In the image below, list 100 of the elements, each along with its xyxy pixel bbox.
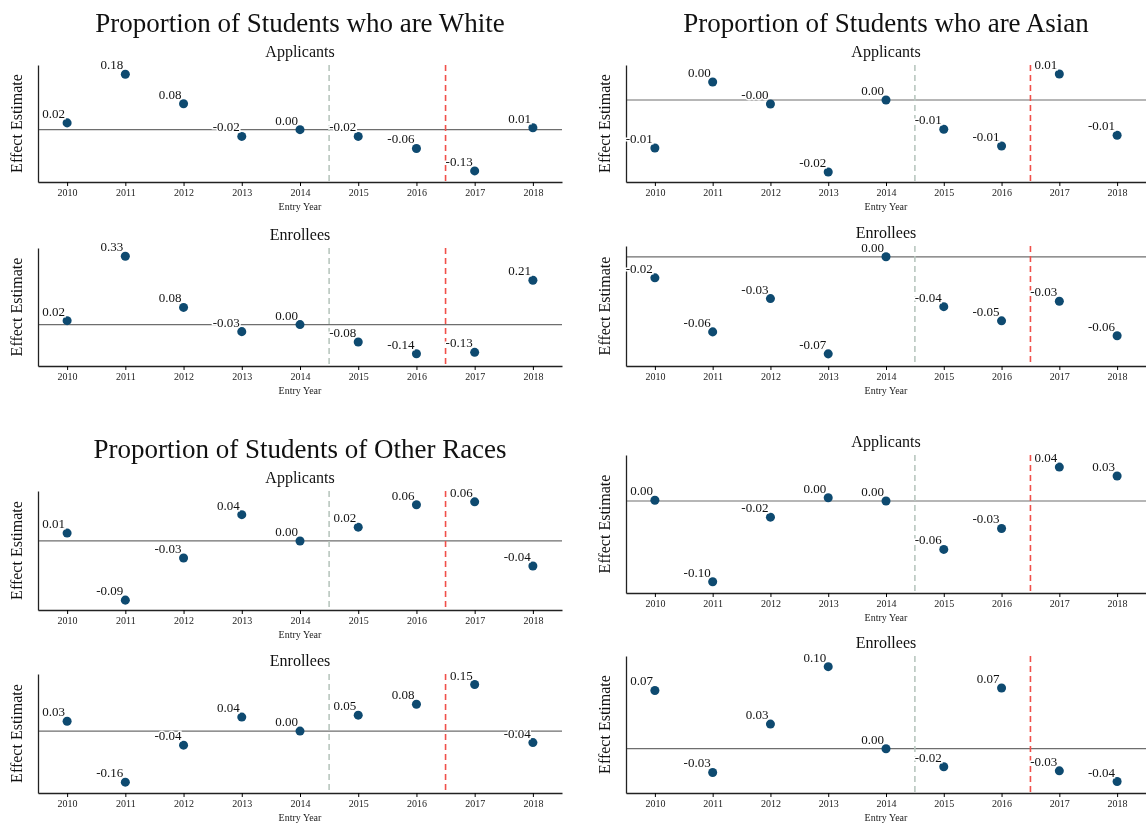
point bbox=[62, 118, 72, 128]
data-label: 0.08 bbox=[391, 687, 415, 703]
point bbox=[765, 512, 775, 522]
x-tick-label: 2018 bbox=[523, 187, 544, 199]
x-tick-label: 2013 bbox=[818, 187, 839, 199]
point bbox=[997, 683, 1007, 693]
x-tick-label: 2011 bbox=[116, 371, 136, 383]
y-axis-title: Effect Estimate bbox=[8, 257, 25, 357]
x-tick-label: 2018 bbox=[523, 615, 544, 627]
data-label: 0.18 bbox=[100, 57, 124, 73]
point bbox=[62, 528, 72, 538]
x-tick-label: 2017 bbox=[465, 187, 486, 199]
data-label: 0.03 bbox=[42, 704, 66, 720]
x-tick-label: 2013 bbox=[818, 798, 839, 810]
point bbox=[295, 536, 305, 546]
x-tick-label: 2014 bbox=[876, 798, 897, 810]
data-label: -0.04 bbox=[914, 289, 943, 305]
data-label: -0.04 bbox=[503, 548, 532, 564]
data-label: 0.00 bbox=[861, 239, 884, 255]
x-tick-label: 2010 bbox=[645, 371, 666, 383]
point bbox=[765, 294, 775, 304]
x-tick-label: 2012 bbox=[760, 798, 781, 810]
data-label: -0.06 bbox=[683, 314, 712, 330]
x-tick-label: 2017 bbox=[1049, 187, 1070, 199]
point bbox=[881, 744, 891, 754]
x-tick-label: 2016 bbox=[406, 187, 427, 199]
x-tick-label: 2018 bbox=[523, 371, 544, 383]
data-label: 0.00 bbox=[630, 483, 653, 499]
point bbox=[708, 767, 718, 777]
point bbox=[353, 131, 363, 141]
x-tick-label: 2017 bbox=[465, 798, 486, 810]
data-label: -0.03 bbox=[154, 541, 182, 557]
point bbox=[120, 595, 130, 605]
data-label: 0.00 bbox=[861, 484, 884, 499]
point bbox=[939, 762, 949, 772]
point bbox=[650, 495, 660, 505]
data-label: -0.14 bbox=[387, 336, 415, 352]
data-label: 0.10 bbox=[803, 649, 827, 665]
point bbox=[353, 337, 363, 347]
chart-subtitle: Applicants bbox=[851, 433, 921, 451]
x-tick-label: 2016 bbox=[992, 187, 1013, 199]
x-axis-title: Entry Year bbox=[864, 612, 909, 623]
point bbox=[708, 327, 718, 337]
point bbox=[120, 69, 130, 79]
point bbox=[1112, 130, 1122, 140]
x-tick-label: 2013 bbox=[232, 798, 253, 810]
point bbox=[1112, 777, 1122, 787]
point bbox=[650, 143, 660, 153]
point bbox=[528, 738, 538, 748]
data-label: -0.02 bbox=[741, 500, 769, 516]
chart-title: Proportion of Students of Other Races bbox=[93, 434, 507, 464]
x-tick-label: 2017 bbox=[1049, 798, 1070, 810]
data-label: -0.04 bbox=[1088, 764, 1116, 780]
point bbox=[237, 510, 247, 520]
y-axis-title: Effect Estimate bbox=[596, 675, 613, 774]
point bbox=[1054, 462, 1064, 472]
point bbox=[650, 685, 660, 695]
x-tick-label: 2011 bbox=[116, 615, 136, 627]
x-tick-label: 2015 bbox=[348, 187, 369, 199]
data-label: 0.05 bbox=[333, 698, 357, 714]
point bbox=[179, 740, 189, 750]
x-tick-label: 2014 bbox=[290, 371, 311, 383]
data-label: -0.02 bbox=[799, 155, 827, 170]
x-tick-label: 2012 bbox=[760, 187, 781, 199]
data-label: 0.08 bbox=[158, 290, 182, 306]
data-label: 0.02 bbox=[333, 510, 357, 526]
data-label: -0.00 bbox=[741, 87, 769, 102]
data-label: 0.00 bbox=[275, 714, 298, 730]
data-label: -0.09 bbox=[96, 583, 124, 599]
data-label: 0.00 bbox=[275, 523, 298, 539]
x-tick-label: 2016 bbox=[406, 615, 427, 627]
data-label: -0.03 bbox=[1030, 284, 1058, 300]
x-axis-title: Entry Year bbox=[278, 812, 323, 823]
chart-title: Proportion of Students who are White bbox=[95, 8, 505, 38]
x-tick-label: 2010 bbox=[645, 598, 666, 610]
data-label: -0.06 bbox=[914, 532, 943, 548]
data-label: -0.02 bbox=[914, 749, 942, 765]
data-label: 0.06 bbox=[391, 487, 415, 503]
x-tick-label: 2015 bbox=[934, 371, 955, 383]
point bbox=[295, 125, 305, 135]
x-tick-label: 2010 bbox=[645, 798, 666, 810]
x-tick-label: 2017 bbox=[1049, 371, 1070, 383]
x-axis-title: Entry Year bbox=[278, 385, 323, 396]
point bbox=[997, 141, 1007, 151]
point bbox=[939, 302, 949, 312]
data-label: 0.02 bbox=[42, 303, 66, 319]
data-label: -0.06 bbox=[387, 131, 415, 147]
x-tick-label: 2018 bbox=[1107, 371, 1128, 383]
x-tick-label: 2015 bbox=[934, 598, 955, 610]
chart-subtitle: Enrollees bbox=[855, 634, 917, 651]
x-tick-label: 2018 bbox=[1107, 798, 1128, 810]
point bbox=[411, 699, 421, 709]
data-label: -0.01 bbox=[972, 129, 1000, 144]
data-label: 0.01 bbox=[42, 516, 66, 532]
x-tick-label: 2016 bbox=[406, 371, 427, 383]
x-tick-label: 2011 bbox=[703, 798, 723, 810]
point bbox=[470, 347, 480, 357]
x-tick-label: 2012 bbox=[760, 371, 781, 383]
x-tick-label: 2011 bbox=[703, 187, 723, 199]
x-tick-label: 2012 bbox=[174, 798, 195, 810]
